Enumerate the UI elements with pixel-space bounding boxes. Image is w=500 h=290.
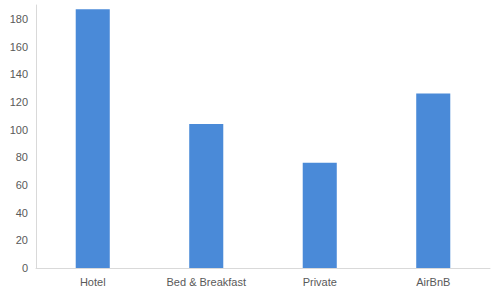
svg-text:0: 0 [22, 262, 28, 274]
svg-text:120: 120 [10, 96, 28, 108]
svg-text:80: 80 [16, 151, 28, 163]
svg-text:40: 40 [16, 207, 28, 219]
svg-text:140: 140 [10, 68, 28, 80]
svg-text:180: 180 [10, 13, 28, 25]
svg-text:AirBnB: AirBnB [416, 276, 450, 288]
svg-text:20: 20 [16, 234, 28, 246]
svg-text:Private: Private [303, 276, 337, 288]
svg-text:100: 100 [10, 124, 28, 136]
svg-text:Bed & Breakfast: Bed & Breakfast [167, 276, 247, 288]
svg-text:160: 160 [10, 41, 28, 53]
svg-text:60: 60 [16, 179, 28, 191]
svg-text:Hotel: Hotel [80, 276, 106, 288]
